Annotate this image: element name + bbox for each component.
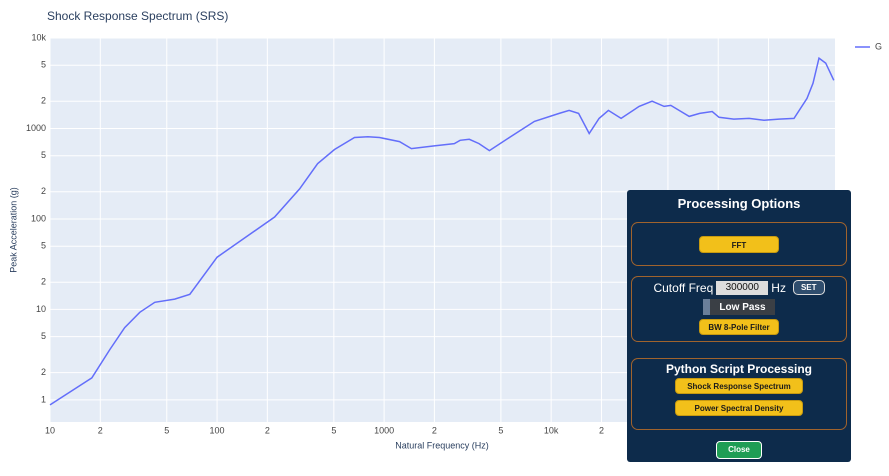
fft-section: FFT <box>631 222 847 266</box>
cutoff-label: Cutoff Freq <box>653 280 714 295</box>
x-tick-label: 5 <box>164 425 169 435</box>
y-axis-title: Peak Acceleration (g) <box>8 187 18 273</box>
python-title: Python Script Processing <box>665 362 813 376</box>
x-axis-title: Natural Frequency (Hz) <box>395 440 489 450</box>
processing-panel: Processing Options FFT Cutoff Freq 30000… <box>627 190 851 462</box>
y-tick-label: 2 <box>41 96 46 106</box>
y-tick-label: 5 <box>41 331 46 341</box>
close-button[interactable]: Close <box>716 441 762 459</box>
x-tick-label: 10k <box>544 425 559 435</box>
cutoff-unit: Hz <box>771 280 786 295</box>
x-tick-label: 2 <box>432 425 437 435</box>
y-tick-label: 2 <box>41 186 46 196</box>
y-tick-label: 10k <box>31 32 46 42</box>
toggle-knob <box>703 299 710 315</box>
close-row: Close <box>627 441 851 459</box>
mode-label: Low Pass <box>719 301 766 313</box>
chart-title: Shock Response Spectrum (SRS) <box>47 9 228 23</box>
fft-button[interactable]: FFT <box>699 236 779 253</box>
y-tick-label: 10 <box>36 304 46 314</box>
srs-button[interactable]: Shock Response Spectrum <box>675 378 803 394</box>
set-button[interactable]: SET <box>792 280 825 295</box>
y-tick-label: 5 <box>41 150 46 160</box>
x-tick-label: 5 <box>498 425 503 435</box>
x-tick-label: 2 <box>265 425 270 435</box>
x-tick-label: 10 <box>45 425 55 435</box>
x-tick-label: 5 <box>331 425 336 435</box>
x-tick-label: 100 <box>210 425 225 435</box>
filter-button[interactable]: BW 8-Pole Filter <box>699 319 779 335</box>
legend-label: G <box>875 41 882 51</box>
filter-section: Cutoff Freq 300000 Hz SET Low Pass BW 8-… <box>631 276 847 342</box>
y-tick-label: 2 <box>41 277 46 287</box>
series-line <box>49 56 835 406</box>
y-tick-label: 1000 <box>26 123 46 133</box>
y-tick-label: 1 <box>41 394 46 404</box>
y-tick-label: 2 <box>41 367 46 377</box>
x-tick-label: 1000 <box>374 425 394 435</box>
y-tick-label: 5 <box>41 60 46 70</box>
panel-title: Processing Options <box>677 196 801 211</box>
mode-toggle[interactable]: Low Pass <box>703 299 775 315</box>
y-tick-label: 5 <box>41 241 46 251</box>
psd-button[interactable]: Power Spectral Density <box>675 400 803 416</box>
y-tick-label: 100 <box>31 213 46 223</box>
x-tick-label: 2 <box>599 425 604 435</box>
cutoff-input[interactable]: 300000 <box>716 280 769 295</box>
python-section: Python Script Processing Shock Response … <box>631 358 847 430</box>
x-tick-label: 2 <box>98 425 103 435</box>
